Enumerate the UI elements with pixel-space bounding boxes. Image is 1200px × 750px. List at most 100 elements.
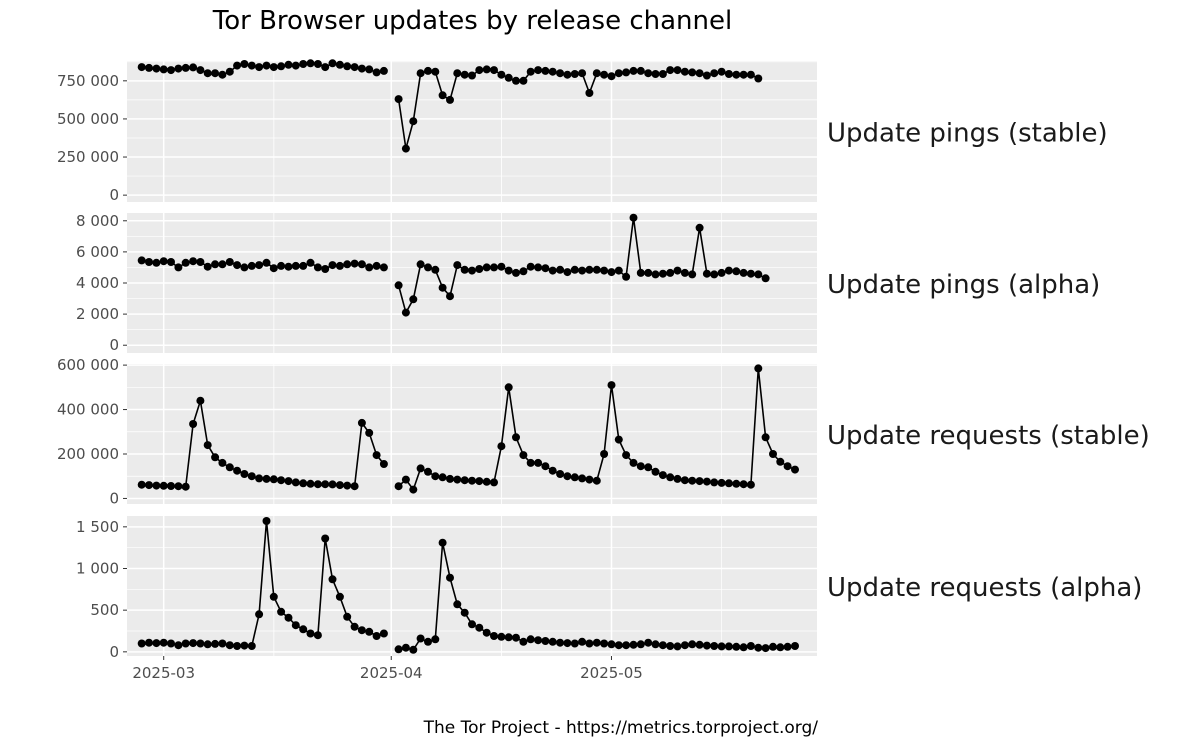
data-point	[291, 478, 300, 487]
data-point	[145, 638, 153, 647]
data-point	[269, 592, 278, 601]
data-point	[519, 267, 528, 276]
data-point	[607, 640, 616, 649]
data-point	[783, 462, 792, 471]
data-point	[754, 364, 763, 373]
data-point	[137, 63, 146, 72]
data-point	[174, 64, 183, 73]
data-point	[702, 269, 711, 278]
data-point	[526, 262, 535, 271]
data-point	[343, 62, 352, 71]
data-point	[379, 460, 388, 468]
y-tick-label: 6 000	[76, 243, 119, 261]
data-point	[614, 266, 623, 275]
data-point	[512, 268, 520, 277]
data-point	[783, 642, 792, 651]
x-tick-label: 2025-05	[580, 664, 643, 682]
data-point	[504, 266, 513, 275]
data-point	[490, 66, 498, 75]
data-point	[578, 69, 587, 78]
data-point	[284, 613, 293, 622]
data-point	[592, 476, 601, 485]
data-point	[137, 480, 146, 489]
y-tick-label: 0	[109, 186, 119, 204]
data-point	[563, 268, 572, 277]
y-tick-label: 600 000	[57, 356, 119, 374]
data-point	[724, 70, 733, 78]
data-point	[409, 117, 418, 126]
data-point	[409, 645, 418, 654]
data-point	[460, 70, 469, 79]
data-point	[277, 62, 286, 71]
data-point	[335, 592, 344, 601]
data-point	[482, 65, 491, 74]
data-point	[299, 261, 308, 270]
data-point	[152, 258, 161, 267]
data-point	[475, 477, 484, 486]
data-point	[497, 262, 506, 271]
data-point	[702, 477, 711, 486]
data-point	[218, 639, 227, 648]
data-point	[636, 66, 645, 75]
data-point	[159, 638, 168, 647]
y-tick-label: 1 000	[76, 560, 119, 578]
data-point	[754, 270, 763, 279]
data-point	[651, 467, 660, 476]
data-point	[614, 69, 623, 78]
data-point	[739, 643, 748, 652]
data-point	[225, 463, 234, 472]
data-point	[460, 476, 469, 485]
data-point	[240, 60, 249, 68]
data-point	[401, 475, 410, 484]
data-point	[585, 475, 594, 484]
data-point	[497, 632, 506, 641]
data-point	[167, 639, 175, 648]
data-point	[394, 281, 403, 290]
data-point	[255, 63, 264, 72]
data-point	[746, 269, 755, 278]
data-point	[776, 457, 785, 466]
data-point	[152, 64, 161, 73]
data-point	[761, 274, 770, 283]
data-point	[534, 636, 543, 645]
data-point	[629, 213, 638, 222]
y-tick-label: 2 000	[76, 305, 119, 323]
data-point	[702, 71, 711, 80]
data-point	[739, 268, 748, 277]
y-tick-label: 0	[109, 643, 119, 661]
data-point	[673, 66, 682, 75]
data-point	[636, 462, 645, 471]
data-point	[365, 65, 374, 74]
facet-label: Update pings (alpha)	[827, 270, 1100, 300]
data-point	[769, 450, 777, 458]
data-point	[284, 477, 293, 486]
data-point	[688, 640, 697, 649]
y-tick-label: 400 000	[57, 401, 119, 419]
data-point	[416, 260, 425, 269]
y-tick-label: 1 500	[76, 518, 119, 536]
data-point	[570, 639, 579, 648]
data-point	[159, 257, 168, 266]
data-point	[203, 441, 212, 450]
data-point	[717, 478, 726, 487]
data-point	[379, 66, 388, 75]
data-point	[490, 263, 498, 272]
data-point	[724, 642, 733, 651]
data-point	[644, 268, 653, 277]
data-point	[695, 69, 704, 78]
data-point	[453, 475, 462, 484]
data-point	[431, 265, 440, 274]
data-point	[409, 485, 418, 494]
data-point	[585, 639, 594, 648]
data-point	[211, 453, 220, 462]
data-point	[761, 644, 770, 653]
data-point	[526, 67, 535, 76]
data-point	[431, 67, 440, 76]
data-point	[401, 144, 410, 153]
data-point	[365, 627, 374, 636]
data-point	[732, 642, 741, 651]
facet-label: Update pings (stable)	[827, 119, 1108, 149]
data-point	[240, 263, 249, 272]
data-point	[658, 70, 667, 78]
data-point	[695, 223, 704, 232]
